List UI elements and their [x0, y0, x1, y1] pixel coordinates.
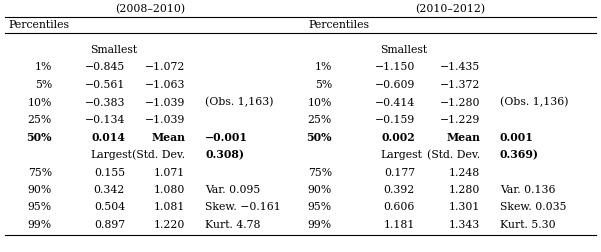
Text: 1.080: 1.080 [154, 185, 185, 195]
Text: 5%: 5% [315, 80, 332, 90]
Text: 1.301: 1.301 [448, 203, 480, 212]
Text: 99%: 99% [28, 220, 52, 230]
Text: Mean: Mean [446, 132, 480, 143]
Text: −0.414: −0.414 [375, 98, 415, 108]
Text: 75%: 75% [308, 168, 332, 177]
Text: (Obs. 1,163): (Obs. 1,163) [205, 97, 273, 108]
Text: Percentiles: Percentiles [308, 20, 369, 30]
Text: 95%: 95% [308, 203, 332, 212]
Text: Skew. −0.161: Skew. −0.161 [205, 203, 281, 212]
Text: Largest: Largest [380, 150, 422, 160]
Text: 0.504: 0.504 [94, 203, 125, 212]
Text: 1.280: 1.280 [448, 185, 480, 195]
Text: Var. 0.136: Var. 0.136 [500, 185, 555, 195]
Text: −1.150: −1.150 [374, 62, 415, 73]
Text: −1.039: −1.039 [145, 115, 185, 125]
Text: 5%: 5% [35, 80, 52, 90]
Text: −1.072: −1.072 [145, 62, 185, 73]
Text: (Std. Dev.: (Std. Dev. [132, 150, 185, 160]
Text: 10%: 10% [308, 98, 332, 108]
Text: −1.229: −1.229 [439, 115, 480, 125]
Text: 0.001: 0.001 [500, 132, 534, 143]
Text: 0.177: 0.177 [384, 168, 415, 177]
Text: 10%: 10% [28, 98, 52, 108]
Text: Largest: Largest [90, 150, 132, 160]
Text: −0.159: −0.159 [375, 115, 415, 125]
Text: −0.561: −0.561 [85, 80, 125, 90]
Text: 0.002: 0.002 [381, 132, 415, 143]
Text: 0.155: 0.155 [94, 168, 125, 177]
Text: Kurt. 5.30: Kurt. 5.30 [500, 220, 556, 230]
Text: 0.342: 0.342 [94, 185, 125, 195]
Text: 90%: 90% [28, 185, 52, 195]
Text: 1.220: 1.220 [154, 220, 185, 230]
Text: 1.181: 1.181 [383, 220, 415, 230]
Text: −0.383: −0.383 [85, 98, 125, 108]
Text: Smallest: Smallest [380, 45, 427, 55]
Text: 0.014: 0.014 [91, 132, 125, 143]
Text: −0.609: −0.609 [374, 80, 415, 90]
Text: 95%: 95% [28, 203, 52, 212]
Text: 1.343: 1.343 [449, 220, 480, 230]
Text: 50%: 50% [26, 132, 52, 143]
Text: 1%: 1% [315, 62, 332, 73]
Text: 0.308): 0.308) [205, 149, 244, 161]
Text: −1.280: −1.280 [439, 98, 480, 108]
Text: −1.039: −1.039 [145, 98, 185, 108]
Text: 0.392: 0.392 [384, 185, 415, 195]
Text: 0.369): 0.369) [500, 149, 539, 161]
Text: −0.845: −0.845 [85, 62, 125, 73]
Text: Smallest: Smallest [90, 45, 137, 55]
Text: Kurt. 4.78: Kurt. 4.78 [205, 220, 260, 230]
Text: −1.372: −1.372 [439, 80, 480, 90]
Text: 50%: 50% [307, 132, 332, 143]
Text: (Std. Dev.: (Std. Dev. [427, 150, 480, 160]
Text: 75%: 75% [28, 168, 52, 177]
Text: 99%: 99% [308, 220, 332, 230]
Text: Var. 0.095: Var. 0.095 [205, 185, 260, 195]
Text: 25%: 25% [308, 115, 332, 125]
Text: 90%: 90% [308, 185, 332, 195]
Text: −1.435: −1.435 [440, 62, 480, 73]
Text: 0.897: 0.897 [94, 220, 125, 230]
Text: 1%: 1% [35, 62, 52, 73]
Text: 25%: 25% [28, 115, 52, 125]
Text: −1.063: −1.063 [144, 80, 185, 90]
Text: (Obs. 1,136): (Obs. 1,136) [500, 97, 569, 108]
Text: 0.606: 0.606 [383, 203, 415, 212]
Text: (2010–2012): (2010–2012) [415, 4, 485, 14]
Text: −0.134: −0.134 [85, 115, 125, 125]
Text: Percentiles: Percentiles [8, 20, 69, 30]
Text: −0.001: −0.001 [205, 132, 248, 143]
Text: 1.081: 1.081 [154, 203, 185, 212]
Text: Skew. 0.035: Skew. 0.035 [500, 203, 567, 212]
Text: Mean: Mean [151, 132, 185, 143]
Text: (2008–2010): (2008–2010) [115, 4, 185, 14]
Text: 1.248: 1.248 [449, 168, 480, 177]
Text: 1.071: 1.071 [154, 168, 185, 177]
